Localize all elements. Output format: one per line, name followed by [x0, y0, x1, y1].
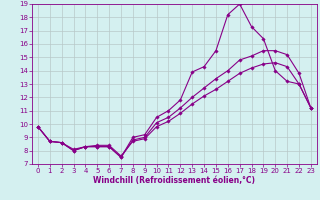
X-axis label: Windchill (Refroidissement éolien,°C): Windchill (Refroidissement éolien,°C) — [93, 176, 255, 185]
